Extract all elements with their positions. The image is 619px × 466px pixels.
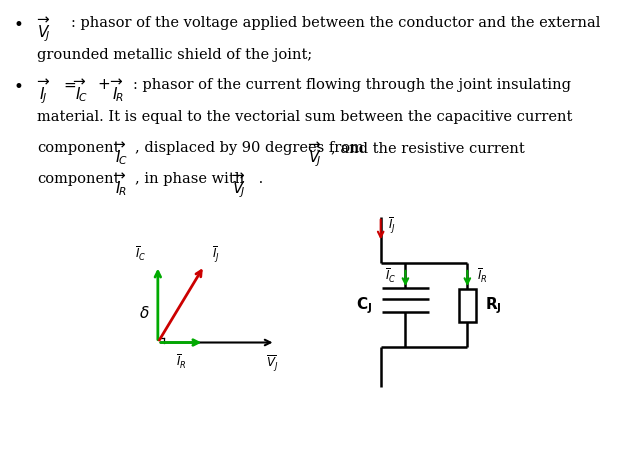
Text: $\overline{I}_C$: $\overline{I}_C$ <box>385 267 396 285</box>
Text: grounded metallic shield of the joint;: grounded metallic shield of the joint; <box>37 48 313 62</box>
Text: : phasor of the current flowing through the joint insulating: : phasor of the current flowing through … <box>133 78 571 92</box>
Text: $\overrightarrow{V}_{\!J}$: $\overrightarrow{V}_{\!J}$ <box>308 140 321 169</box>
Text: $\overline{I}_J$: $\overline{I}_J$ <box>212 244 220 264</box>
Text: $\delta$: $\delta$ <box>139 305 150 321</box>
Text: , in phase with: , in phase with <box>135 172 244 186</box>
Text: : phasor of the voltage applied between the conductor and the external: : phasor of the voltage applied between … <box>71 16 600 30</box>
Text: $+$: $+$ <box>97 77 110 92</box>
Text: .: . <box>254 172 263 186</box>
Text: $\overline{V}_J$: $\overline{V}_J$ <box>266 353 279 373</box>
Text: $\overrightarrow{I}_{\!R}$: $\overrightarrow{I}_{\!R}$ <box>113 171 127 198</box>
Text: •: • <box>14 16 24 34</box>
Text: , displaced by 90 degrees from: , displaced by 90 degrees from <box>135 141 364 155</box>
Text: $=$: $=$ <box>61 77 77 92</box>
Text: component: component <box>37 172 119 186</box>
Text: material. It is equal to the vectorial sum between the capacitive current: material. It is equal to the vectorial s… <box>37 110 573 124</box>
Text: •: • <box>14 78 24 96</box>
Text: $\overrightarrow{I}_{\!R}$: $\overrightarrow{I}_{\!R}$ <box>110 77 124 104</box>
Text: $\overrightarrow{V}_{\!J}$: $\overrightarrow{V}_{\!J}$ <box>37 15 51 44</box>
Text: $\overrightarrow{V}_{\!J}$: $\overrightarrow{V}_{\!J}$ <box>232 171 245 200</box>
Text: $\mathbf{R_J}$: $\mathbf{R_J}$ <box>485 295 502 315</box>
Text: $\overrightarrow{I}_{\!J}$: $\overrightarrow{I}_{\!J}$ <box>37 77 50 106</box>
Text: $\overline{I}_J$: $\overline{I}_J$ <box>388 215 396 235</box>
Text: $\overline{I}_R$: $\overline{I}_R$ <box>176 353 186 371</box>
Text: component: component <box>37 141 119 155</box>
Text: $\overrightarrow{I}_{\!C}$: $\overrightarrow{I}_{\!C}$ <box>73 77 89 104</box>
Bar <box>459 289 476 322</box>
Text: $\overline{I}_R$: $\overline{I}_R$ <box>477 267 487 285</box>
Text: $\overrightarrow{I}_{\!C}$: $\overrightarrow{I}_{\!C}$ <box>113 140 128 167</box>
Text: $\mathbf{C_J}$: $\mathbf{C_J}$ <box>357 295 373 315</box>
Text: $\overline{I}_C$: $\overline{I}_C$ <box>136 245 147 263</box>
Text: , and the resistive current: , and the resistive current <box>331 141 525 155</box>
